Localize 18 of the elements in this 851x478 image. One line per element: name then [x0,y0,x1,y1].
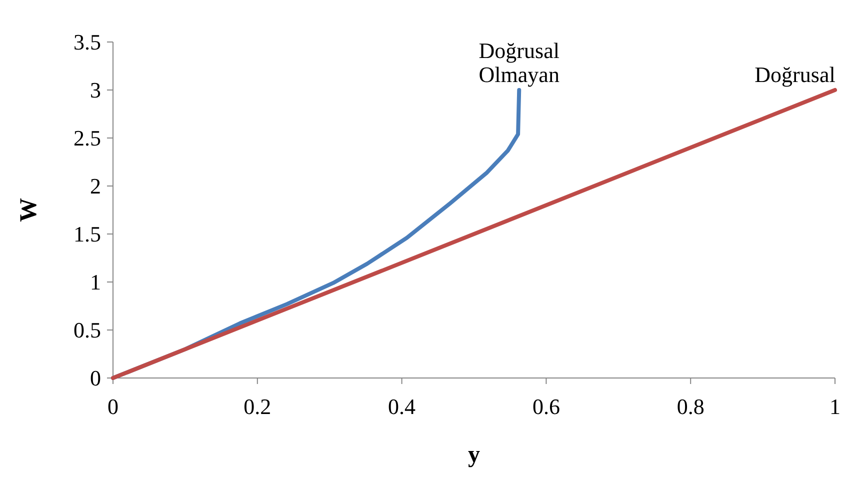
y-tick-label: 0 [90,366,101,391]
series-label: Doğrusal Olmayan [478,38,560,87]
x-tick-label: 0.6 [532,394,560,419]
x-tick-label: 0.4 [388,394,416,419]
x-tick-label: 0 [108,394,118,419]
x-tick-label: 1 [830,394,840,419]
y-tick-label: 2.5 [74,126,101,151]
y-tick-label: 1 [90,270,101,295]
y-tick-label: 3.5 [74,30,101,55]
y-tick-label: 3 [90,78,101,103]
x-tick-label: 0.8 [676,394,704,419]
y-tick-label: 0.5 [74,318,101,343]
y-tick-label: 2 [90,174,101,199]
y-tick-label: 1.5 [74,222,101,247]
x-axis-title: y [468,442,480,468]
y-axis-title: W [16,198,42,222]
x-tick-label: 0.2 [244,394,272,419]
series-label: Doğrusal [754,62,836,87]
